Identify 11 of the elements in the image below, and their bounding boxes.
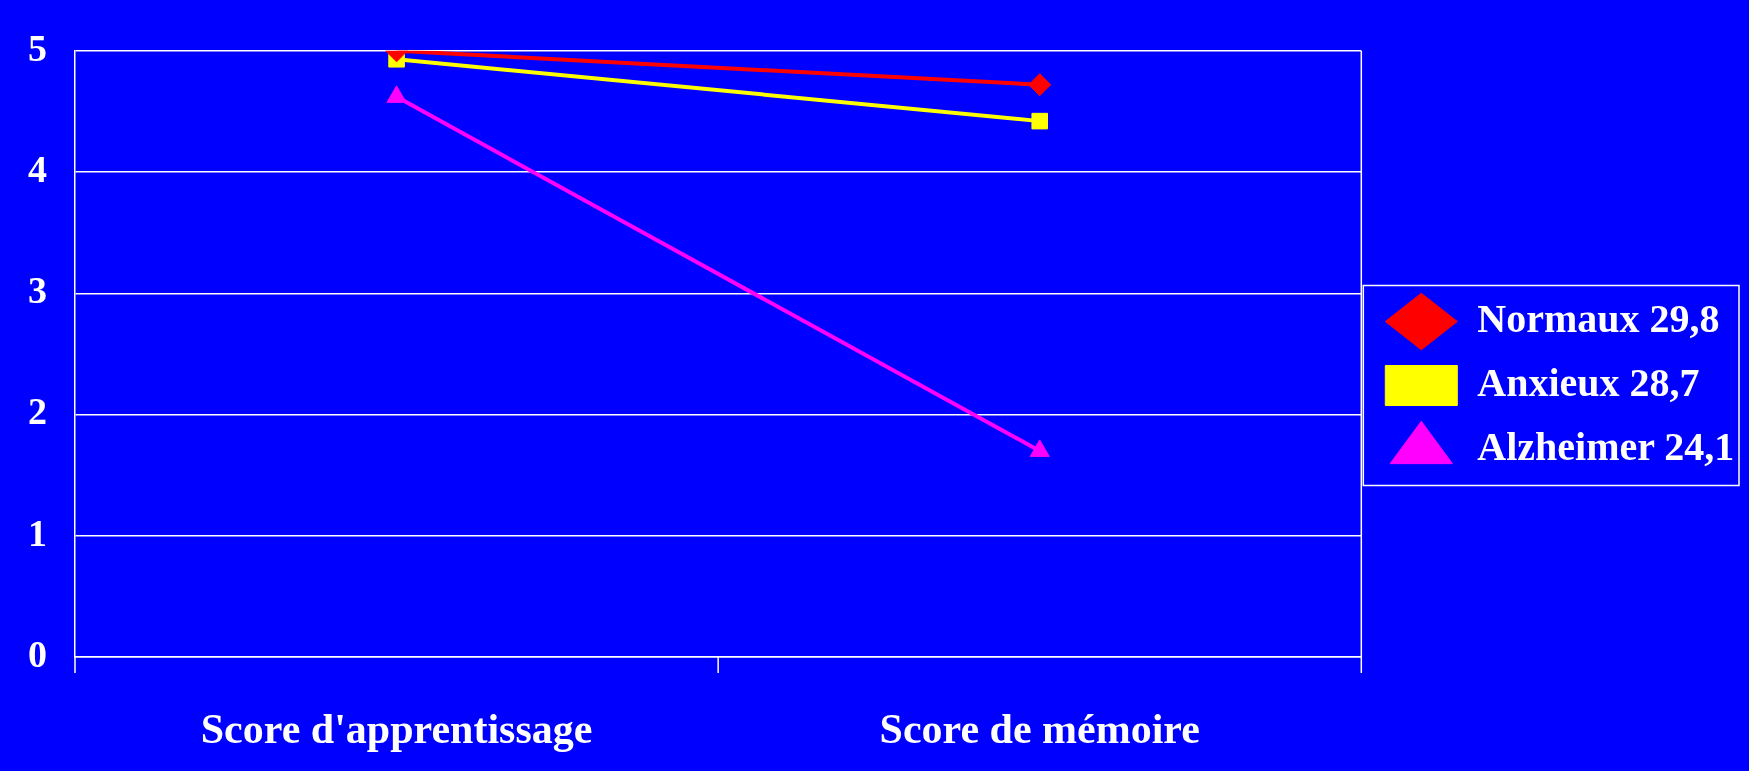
legend-label: Anxieux 28,7 bbox=[1477, 359, 1700, 405]
legend-label: Normaux 29,8 bbox=[1477, 295, 1720, 341]
y-tick-label: 1 bbox=[28, 511, 47, 554]
x-tick-label: Score d'apprentissage bbox=[200, 706, 593, 753]
legend-label: Alzheimer 24,1 bbox=[1477, 423, 1735, 469]
y-tick-label: 4 bbox=[28, 147, 47, 190]
y-tick-label: 2 bbox=[28, 390, 47, 433]
x-tick-label: Score de mémoire bbox=[879, 706, 1200, 753]
y-tick-label: 5 bbox=[28, 26, 47, 69]
y-tick-label: 0 bbox=[28, 632, 47, 675]
y-tick-label: 3 bbox=[28, 269, 47, 312]
